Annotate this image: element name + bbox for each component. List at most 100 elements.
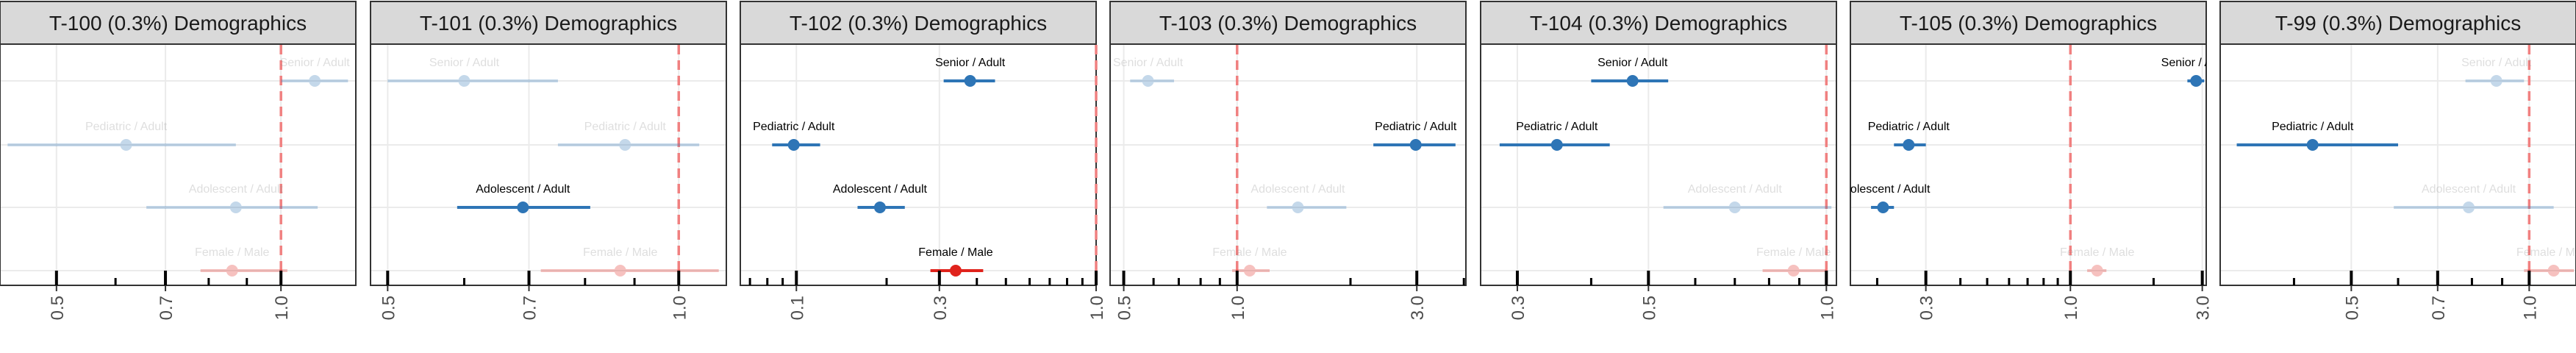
panel-frame xyxy=(1480,43,1837,286)
point-estimate xyxy=(120,139,132,151)
tick-label: 0.7 xyxy=(520,296,540,320)
tick-label: 1.0 xyxy=(1228,296,1248,320)
point-label: Adolescent / Adult xyxy=(1251,183,1345,196)
point-estimate xyxy=(2190,75,2203,87)
point-estimate xyxy=(2490,75,2502,87)
facet-strip xyxy=(1480,1,1837,45)
estimate-row: Senior / Adult xyxy=(935,57,1006,87)
estimate-row: Pediatric / Adult xyxy=(557,121,700,151)
estimate-row: Senior / Adult xyxy=(1113,57,1184,87)
point-label: Senior / Adult xyxy=(1113,57,1184,69)
point-estimate xyxy=(1409,139,1422,151)
estimate-row: Pediatric / Adult xyxy=(753,121,835,151)
point-label: Pediatric / Adult xyxy=(85,121,168,133)
point-label: Adolescent / Adult xyxy=(833,183,928,196)
point-label: Female / Male xyxy=(918,246,992,259)
tick-label: 1.0 xyxy=(1087,296,1107,320)
point-estimate xyxy=(949,265,962,277)
tick-label: 0.5 xyxy=(1639,296,1659,320)
tick-label: 1.0 xyxy=(2061,296,2081,320)
point-label: Female / Male xyxy=(2516,246,2576,259)
facet-panel: T-101 (0.3%) Demographics Senior / Adult P… xyxy=(370,1,727,320)
facet-title: T-101 (0.3%) Demographics xyxy=(420,12,677,35)
facet-title: T-100 (0.3%) Demographics xyxy=(49,12,307,35)
tick-label: 1.0 xyxy=(272,296,292,320)
estimate-row: Adolescent / Adult xyxy=(2394,183,2554,213)
estimate-row: Female / Male xyxy=(1756,246,1831,277)
tick-label: 0.5 xyxy=(2342,296,2362,320)
panel-frame xyxy=(1109,43,1467,286)
point-estimate xyxy=(2463,202,2475,213)
facet-title: T-105 (0.3%) Demographics xyxy=(1900,12,2157,35)
point-estimate xyxy=(614,265,626,277)
estimate-row: Senior / Adult xyxy=(2161,57,2232,87)
facet-title: T-104 (0.3%) Demographics xyxy=(1530,12,1787,35)
facet-strip xyxy=(1850,1,2207,45)
point-label: Pediatric / Adult xyxy=(2272,121,2354,133)
point-estimate xyxy=(1903,139,1915,151)
estimate-row: Senior / Adult xyxy=(1591,57,1669,87)
panel-frame xyxy=(0,43,357,286)
point-label: Adolescent / Adult xyxy=(189,183,284,196)
panel-frame xyxy=(1850,43,2207,286)
tick-label: 0.7 xyxy=(157,296,176,320)
facet-strip xyxy=(1109,1,1467,45)
point-estimate xyxy=(2091,265,2103,277)
point-estimate xyxy=(1292,202,1304,213)
tick-label: 3.0 xyxy=(2194,296,2214,320)
estimate-row: Senior / Adult xyxy=(280,57,351,87)
point-estimate xyxy=(226,265,238,277)
point-estimate xyxy=(1243,265,1256,277)
point-label: Pediatric / Adult xyxy=(584,121,667,133)
facet-title: T-103 (0.3%) Demographics xyxy=(1159,12,1417,35)
estimate-row: Adolescent / Adult xyxy=(1836,183,1931,213)
estimate-row: Pediatric / Adult xyxy=(1499,121,1610,151)
point-label: Senior / Adult xyxy=(2161,57,2232,69)
point-estimate xyxy=(1626,75,1639,87)
point-estimate xyxy=(873,202,886,213)
facet-panel: T-102 (0.3%) Demographics Senior / Adult P… xyxy=(740,1,1107,320)
facet-strip xyxy=(740,1,1097,45)
estimate-row: Female / Male xyxy=(2516,246,2576,277)
point-label: Senior / Adult xyxy=(429,57,500,69)
estimate-row: Adolescent / Adult xyxy=(1251,183,1347,213)
tick-label: 0.3 xyxy=(931,296,951,320)
facet-strip xyxy=(2219,1,2576,45)
point-estimate xyxy=(619,139,632,151)
estimate-row: Adolescent / Adult xyxy=(1663,183,1832,213)
point-label: Senior / Adult xyxy=(280,57,351,69)
tick-label: 0.5 xyxy=(1115,296,1135,320)
point-label: Senior / Adult xyxy=(1598,57,1668,69)
point-estimate xyxy=(1142,75,1154,87)
point-label: Adolescent / Adult xyxy=(1836,183,1931,196)
panel-frame xyxy=(2219,43,2576,286)
estimate-row: Pediatric / Adult xyxy=(1373,121,1457,151)
tick-label: 0.1 xyxy=(787,296,807,320)
estimate-row: Female / Male xyxy=(195,246,287,277)
point-label: Adolescent / Adult xyxy=(1688,183,1783,196)
estimate-row: Female / Male xyxy=(540,246,719,277)
estimate-row: Female / Male xyxy=(2060,246,2134,277)
tick-label: 0.3 xyxy=(1917,296,1937,320)
panel-frame xyxy=(370,43,727,286)
point-label: Pediatric / Adult xyxy=(1868,121,1950,133)
facet-strip xyxy=(0,1,357,45)
point-estimate xyxy=(458,75,471,87)
point-estimate xyxy=(964,75,976,87)
facet-panel: T-99 (0.3%) Demographics Senior / Adult Pe… xyxy=(2219,1,2576,320)
point-estimate xyxy=(1877,202,1889,213)
tick-label: 1.0 xyxy=(2520,296,2540,320)
tick-label: 1.0 xyxy=(1817,296,1837,320)
point-label: Pediatric / Adult xyxy=(1516,121,1598,133)
estimate-row: Pediatric / Adult xyxy=(2236,121,2398,151)
point-label: Adolescent / Adult xyxy=(476,183,570,196)
point-label: Female / Male xyxy=(2060,246,2134,259)
estimate-row: Adolescent / Adult xyxy=(457,183,590,213)
point-estimate xyxy=(787,139,800,151)
facet-panel: T-104 (0.3%) Demographics Senior / Adult P… xyxy=(1480,1,1837,320)
point-label: Female / Male xyxy=(195,246,269,259)
estimate-row: Adolescent / Adult xyxy=(146,183,318,213)
point-estimate xyxy=(1787,265,1800,277)
